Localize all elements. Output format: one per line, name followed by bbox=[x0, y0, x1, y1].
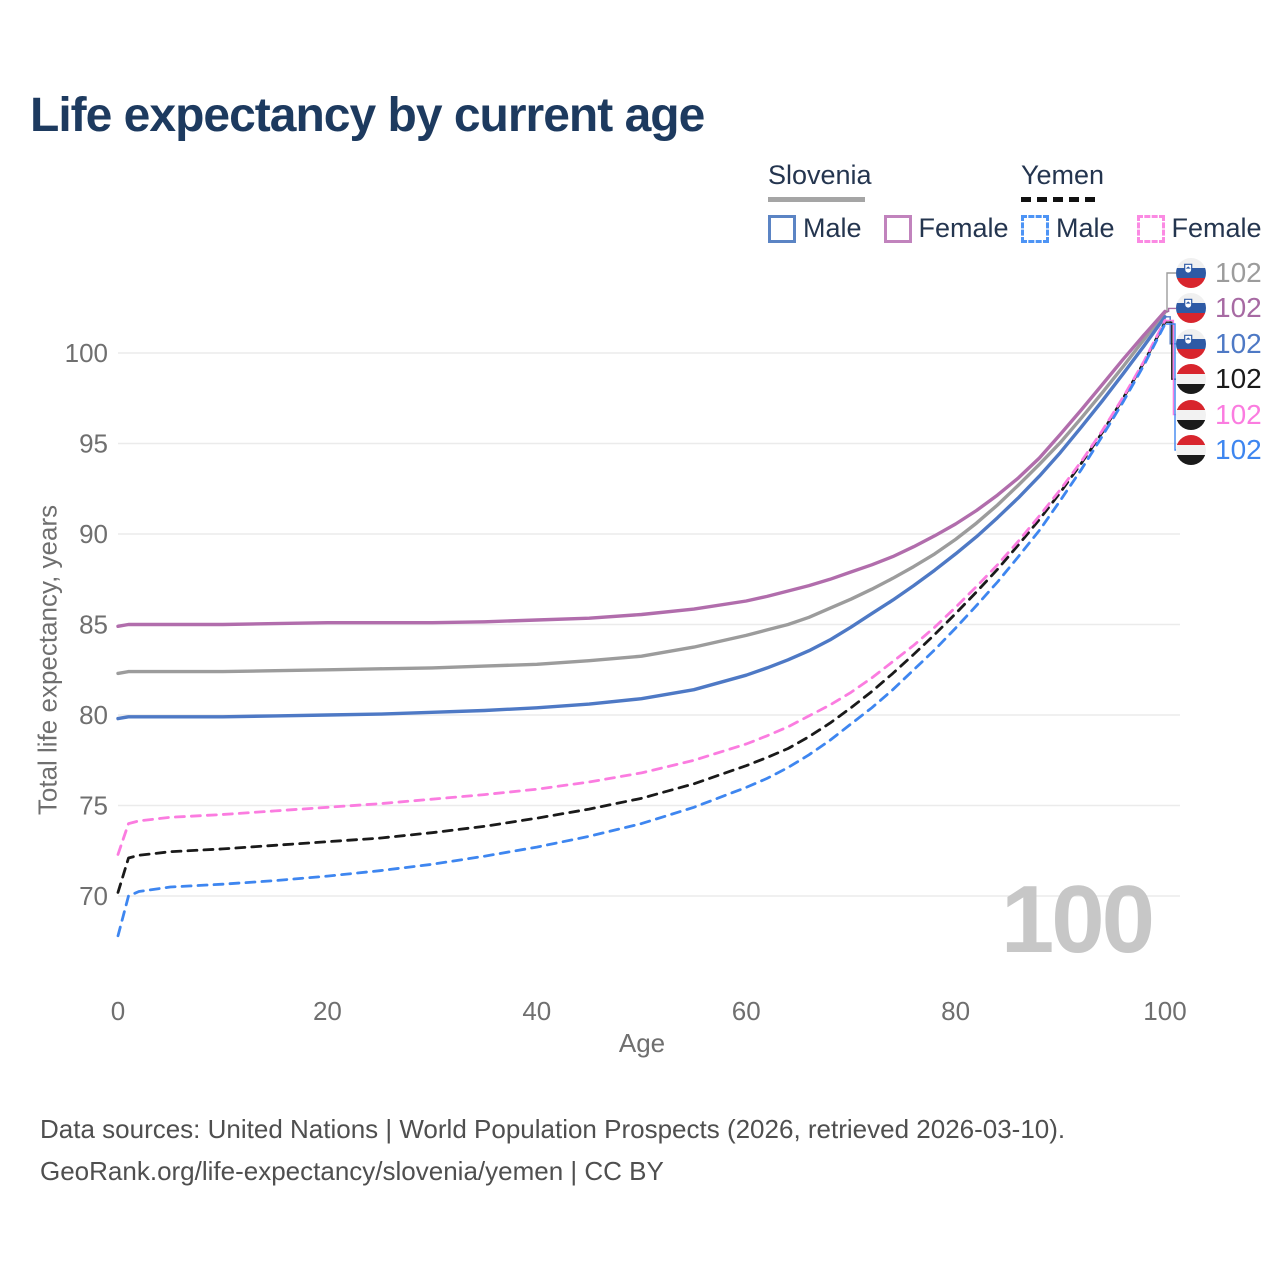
x-tick-label: 60 bbox=[732, 996, 761, 1026]
series-line-yemen-male[interactable] bbox=[116, 322, 1167, 938]
end-label-slovenia-both: 102 bbox=[1176, 257, 1262, 289]
checkbox-yemen-female[interactable] bbox=[1136, 214, 1165, 243]
end-label-value: 102 bbox=[1215, 398, 1262, 430]
legend-group-slovenia: Slovenia Male Female bbox=[768, 160, 1009, 244]
age-counter-watermark: 100 bbox=[1000, 866, 1155, 973]
legend-item-label: Female bbox=[918, 213, 1009, 243]
end-label-connector bbox=[1166, 307, 1176, 313]
end-label-value: 102 bbox=[1215, 292, 1262, 324]
legend-item-label: Male bbox=[803, 213, 862, 243]
checkbox-slovenia-male[interactable] bbox=[768, 214, 796, 243]
series-line-yemen-both[interactable] bbox=[116, 320, 1167, 894]
y-tick-label: 70 bbox=[79, 881, 108, 911]
y-tick-label: 90 bbox=[79, 519, 108, 549]
legend-underline-yemen-dashed bbox=[1021, 197, 1101, 202]
slovenia-flag-icon bbox=[1176, 258, 1206, 288]
end-label-yemen-both: 102 bbox=[1176, 363, 1262, 395]
y-tick-label: 100 bbox=[65, 338, 108, 368]
checkbox-slovenia-female[interactable] bbox=[883, 214, 912, 243]
x-tick-label: 100 bbox=[1143, 996, 1186, 1026]
y-axis-title: Total life expectancy, years bbox=[32, 504, 63, 816]
legend-item-label: Female bbox=[1171, 213, 1262, 243]
x-tick-label: 20 bbox=[313, 996, 342, 1026]
yemen-flag-icon bbox=[1176, 364, 1206, 395]
legend-item-yemen-male[interactable]: Male bbox=[1021, 213, 1115, 244]
x-tick-label: 40 bbox=[522, 996, 551, 1026]
page-title: Life expectancy by current age bbox=[30, 89, 705, 142]
slovenia-flag-icon bbox=[1176, 293, 1206, 324]
x-axis-title: Age bbox=[618, 1028, 666, 1058]
end-label-slovenia-male: 102 bbox=[1176, 328, 1262, 360]
end-label-yemen-female: 102 bbox=[1176, 399, 1262, 431]
legend-country-yemen: Yemen bbox=[1021, 160, 1105, 190]
y-tick-label: 80 bbox=[79, 700, 108, 730]
y-tick-label: 85 bbox=[79, 610, 108, 640]
legend-country-slovenia: Slovenia bbox=[768, 160, 872, 190]
x-tick-label: 80 bbox=[941, 996, 970, 1026]
end-label-value: 102 bbox=[1215, 363, 1262, 395]
footer-data-sources: Data sources: United Nations | World Pop… bbox=[40, 1114, 1066, 1144]
checkbox-yemen-male[interactable] bbox=[1021, 214, 1049, 243]
yemen-flag-icon bbox=[1176, 435, 1206, 465]
end-label-value: 102 bbox=[1215, 327, 1262, 359]
yemen-flag-icon bbox=[1176, 399, 1206, 430]
legend-item-slovenia-male[interactable]: Male bbox=[768, 213, 862, 244]
end-label-yemen-male: 102 bbox=[1176, 434, 1262, 466]
series-line-slovenia-both[interactable] bbox=[116, 310, 1167, 676]
series-line-slovenia-male[interactable] bbox=[116, 315, 1167, 721]
end-label-slovenia-female: 102 bbox=[1176, 292, 1262, 324]
footer-attribution: GeoRank.org/life-expectancy/slovenia/yem… bbox=[40, 1156, 664, 1186]
legend-item-yemen-female[interactable]: Female bbox=[1136, 213, 1262, 244]
legend-item-slovenia-female[interactable]: Female bbox=[883, 213, 1009, 244]
y-tick-label: 75 bbox=[79, 791, 108, 821]
footer: Data sources: United Nations | World Pop… bbox=[40, 1108, 1065, 1192]
series-line-slovenia-female[interactable] bbox=[116, 309, 1167, 628]
legend-item-label: Male bbox=[1056, 213, 1115, 243]
end-label-connector bbox=[1166, 272, 1176, 313]
legend-underline-slovenia-solid bbox=[768, 197, 865, 202]
legend-group-yemen: Yemen Male Female bbox=[1021, 160, 1262, 244]
end-label-value: 102 bbox=[1215, 257, 1262, 288]
x-tick-label: 0 bbox=[111, 996, 125, 1026]
slovenia-flag-icon bbox=[1176, 328, 1206, 359]
end-label-value: 102 bbox=[1215, 434, 1262, 465]
end-label-connector bbox=[1166, 323, 1176, 451]
series-line-yemen-female[interactable] bbox=[116, 318, 1167, 856]
y-tick-label: 95 bbox=[79, 429, 108, 459]
